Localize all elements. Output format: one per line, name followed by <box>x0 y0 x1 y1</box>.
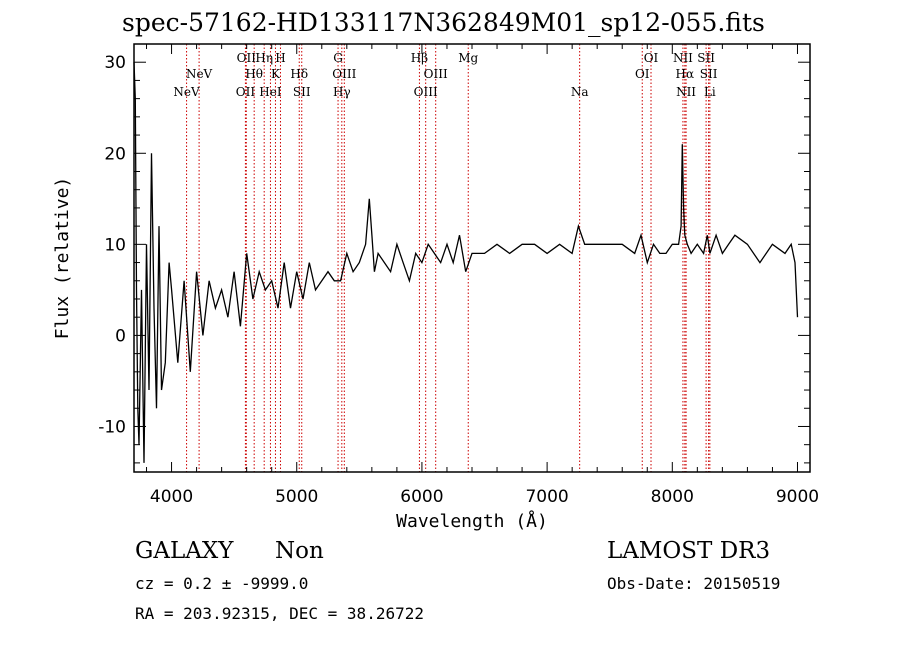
line-label-20: OI <box>635 67 650 81</box>
line-label-16: OIII <box>424 67 448 81</box>
ra-dec-coordinates: RA = 203.92315, DEC = 38.26722 <box>135 604 424 623</box>
x-axis-ticks: 4000 5000 6000 7000 8000 9000 <box>146 44 819 507</box>
line-label-11: SII <box>293 85 311 99</box>
line-label-25: SII <box>697 51 715 65</box>
redshift-cz: cz = 0.2 ± -9999.0 <box>135 574 309 593</box>
observation-date: Obs-Date: 20150519 <box>607 574 781 593</box>
x-tick-label-2: 6000 <box>400 487 443 507</box>
line-label-17: OIII <box>414 85 438 99</box>
y-axis-label: Flux (relative) <box>52 177 73 340</box>
emission-line-markers <box>186 44 711 472</box>
y-tick-label-0: -10 <box>98 417 126 437</box>
line-label-24: NII <box>676 85 696 99</box>
line-label-18: Mg <box>458 51 478 65</box>
line-label-8: K <box>271 67 281 81</box>
y-tick-label-4: 30 <box>104 53 126 73</box>
line-label-9: H <box>275 51 285 65</box>
spectrum-curve <box>133 62 799 463</box>
survey-name: LAMOST DR3 <box>607 538 771 564</box>
x-tick-label-4: 8000 <box>651 487 694 507</box>
line-label-22: NII <box>673 51 693 65</box>
line-label-12: G <box>333 51 343 65</box>
y-tick-label-1: 0 <box>115 326 126 346</box>
y-tick-label-3: 20 <box>104 144 126 164</box>
line-label-1: NeV <box>173 85 200 99</box>
x-axis-label: Wavelength (Å) <box>396 510 548 532</box>
line-label-5: Hθ <box>245 67 263 81</box>
y-tick-label-2: 10 <box>104 235 126 255</box>
x-tick-label-3: 7000 <box>525 487 568 507</box>
line-label-26: SII <box>700 67 718 81</box>
line-label-10: Hδ <box>290 67 308 81</box>
line-label-19: Na <box>571 85 589 99</box>
line-label-3: OII <box>236 85 256 99</box>
x-tick-label-5: 9000 <box>776 487 819 507</box>
x-tick-label-0: 4000 <box>150 487 193 507</box>
emission-line-labels: NeV NeV OII OII Hθ Hη HeI KH Hδ SII G OIII Hγ Hβ OIII O… <box>173 51 717 99</box>
object-class: GALAXY <box>135 538 234 564</box>
line-label-23: Hα <box>676 67 695 81</box>
line-label-15: Hβ <box>411 51 428 65</box>
line-label-27: Li <box>704 85 716 99</box>
line-label-21: OI <box>644 51 659 65</box>
x-tick-label-1: 5000 <box>275 487 318 507</box>
chart-title: spec-57162-HD133117N362849M01_sp12-055.f… <box>122 8 765 37</box>
line-label-4: OII <box>237 51 257 65</box>
line-label-13: OIII <box>332 67 356 81</box>
line-label-2: NeV <box>186 67 213 81</box>
object-subclass: Non <box>275 538 324 564</box>
line-label-7: HeI <box>259 85 282 99</box>
line-label-6: Hη <box>255 51 273 65</box>
line-label-14: Hγ <box>333 85 351 99</box>
y-axis-ticks: -10 0 10 20 30 <box>98 43 810 464</box>
